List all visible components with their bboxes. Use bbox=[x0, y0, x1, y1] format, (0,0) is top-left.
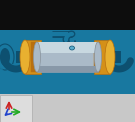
Polygon shape bbox=[113, 49, 135, 65]
FancyBboxPatch shape bbox=[0, 0, 135, 30]
Polygon shape bbox=[118, 58, 135, 76]
Polygon shape bbox=[0, 65, 17, 76]
FancyBboxPatch shape bbox=[37, 66, 98, 72]
Polygon shape bbox=[4, 64, 24, 72]
Ellipse shape bbox=[94, 42, 102, 72]
FancyBboxPatch shape bbox=[37, 42, 98, 72]
FancyBboxPatch shape bbox=[0, 49, 22, 65]
FancyBboxPatch shape bbox=[0, 94, 135, 122]
FancyBboxPatch shape bbox=[94, 40, 110, 74]
Ellipse shape bbox=[105, 40, 115, 74]
Ellipse shape bbox=[70, 46, 75, 50]
Ellipse shape bbox=[68, 44, 75, 49]
Ellipse shape bbox=[128, 49, 135, 65]
FancyBboxPatch shape bbox=[0, 30, 135, 94]
FancyBboxPatch shape bbox=[94, 42, 100, 72]
Ellipse shape bbox=[34, 42, 40, 72]
Ellipse shape bbox=[33, 42, 40, 72]
Ellipse shape bbox=[0, 44, 14, 70]
FancyBboxPatch shape bbox=[37, 42, 98, 53]
FancyBboxPatch shape bbox=[0, 95, 32, 122]
Ellipse shape bbox=[0, 48, 10, 66]
FancyBboxPatch shape bbox=[16, 51, 24, 63]
Polygon shape bbox=[0, 49, 22, 65]
Ellipse shape bbox=[95, 42, 101, 72]
FancyBboxPatch shape bbox=[25, 40, 41, 74]
FancyBboxPatch shape bbox=[113, 51, 121, 63]
Ellipse shape bbox=[20, 40, 30, 74]
FancyBboxPatch shape bbox=[31, 42, 37, 72]
Ellipse shape bbox=[0, 49, 7, 65]
